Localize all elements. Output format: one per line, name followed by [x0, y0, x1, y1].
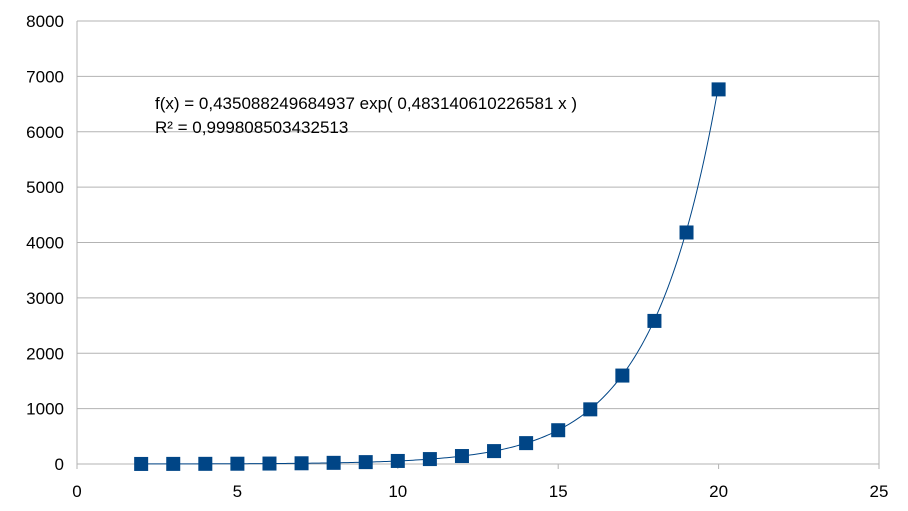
- data-point-x9: [358, 455, 373, 470]
- trendline-equation: f(x) = 0,435088249684937 exp( 0,48314061…: [155, 94, 577, 113]
- y-tick-label-5000: 5000: [26, 178, 64, 197]
- x-axis-tick-labels: 0 5 10 15 20 25: [72, 482, 888, 501]
- y-tick-label-6000: 6000: [26, 123, 64, 142]
- y-tick-label-3000: 3000: [26, 289, 64, 308]
- data-point-x5: [230, 456, 245, 471]
- x-tick-label-20: 20: [709, 482, 728, 501]
- data-point-x11: [422, 452, 437, 467]
- data-point-x8: [326, 455, 341, 470]
- exponential-trendline: [141, 85, 720, 465]
- x-tick-label-15: 15: [549, 482, 568, 501]
- data-points: [134, 82, 726, 471]
- x-tick-label-10: 10: [388, 482, 407, 501]
- trendline-layer: [141, 85, 720, 465]
- y-tick-label-4000: 4000: [26, 234, 64, 253]
- data-point-x6: [262, 456, 277, 471]
- data-point-x20: [711, 82, 726, 97]
- data-point-x16: [583, 402, 598, 417]
- y-tick-label-0: 0: [55, 455, 64, 474]
- data-point-x10: [390, 453, 405, 468]
- y-axis-tick-labels: 0 1000 2000 3000 4000 5000 6000 7000 8000: [26, 12, 64, 474]
- x-tick-label-25: 25: [870, 482, 889, 501]
- data-point-x15: [551, 423, 566, 438]
- data-point-x17: [615, 368, 630, 383]
- y-tick-label-8000: 8000: [26, 12, 64, 31]
- data-point-x13: [487, 444, 502, 459]
- data-point-x2: [134, 456, 149, 471]
- grid-lines: [76, 20, 880, 469]
- y-tick-label-2000: 2000: [26, 344, 64, 363]
- data-point-x4: [198, 456, 213, 471]
- data-point-x12: [454, 449, 469, 464]
- x-tick-label-5: 5: [233, 482, 242, 501]
- y-tick-label-7000: 7000: [26, 67, 64, 86]
- trendline-r-squared: R² = 0,999808503432513: [155, 118, 348, 137]
- data-point-x7: [294, 456, 309, 471]
- data-point-x14: [519, 436, 534, 451]
- data-point-x3: [166, 456, 181, 471]
- data-point-x18: [647, 313, 662, 328]
- x-tick-label-0: 0: [72, 482, 81, 501]
- y-tick-label-1000: 1000: [26, 400, 64, 419]
- data-point-x19: [679, 225, 694, 240]
